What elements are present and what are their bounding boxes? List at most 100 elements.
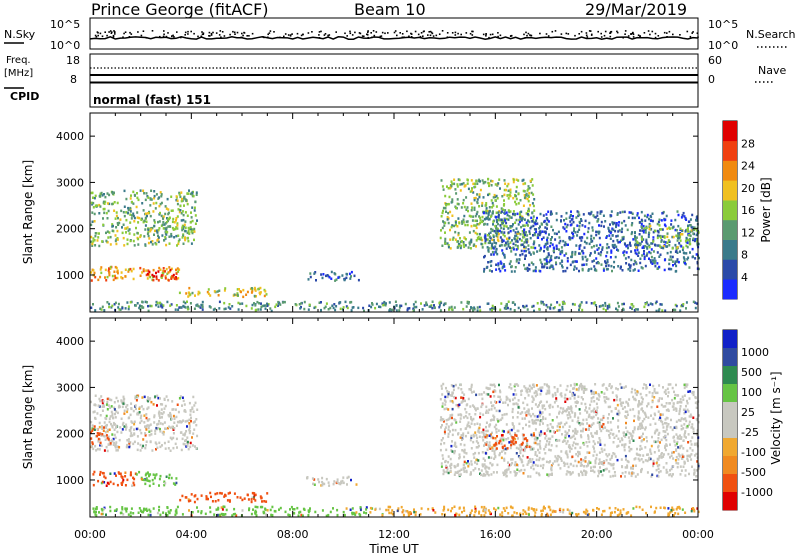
echo-cell [520, 249, 523, 253]
echo-cell [97, 236, 100, 239]
echo-cell [513, 470, 516, 473]
echo-cell [125, 197, 128, 201]
echo-cell [253, 302, 255, 305]
echo-cell [102, 507, 105, 511]
echo-cell [528, 388, 531, 392]
echo-cell [613, 436, 616, 439]
echo-cell [550, 212, 553, 216]
echo-cell [490, 512, 492, 516]
echo-cell [638, 505, 641, 509]
echo-cell [585, 388, 588, 391]
echo-cell [491, 250, 494, 254]
echo-cell [644, 264, 647, 268]
echo-cell [103, 421, 106, 424]
echo-cell [500, 302, 503, 305]
echo-cell [462, 466, 465, 470]
echo-cell [441, 402, 444, 405]
echo-cell [129, 213, 132, 216]
echo-cell [469, 511, 472, 515]
echo-cell [636, 390, 639, 393]
echo-cell [515, 473, 517, 476]
echo-cell [518, 237, 521, 241]
echo-cell [137, 394, 140, 398]
echo-cell [107, 438, 110, 441]
echo-cell [266, 492, 269, 495]
echo-cell [493, 406, 496, 410]
echo-cell [168, 473, 171, 477]
echo-cell [639, 257, 642, 260]
echo-cell [189, 302, 192, 305]
echo-cell [146, 472, 149, 475]
echo-cell [613, 510, 616, 514]
echo-cell [190, 216, 193, 219]
echo-cell [254, 512, 257, 515]
echo-cell [136, 302, 139, 305]
echo-cell [369, 511, 372, 514]
echo-cell [580, 239, 583, 242]
echo-cell [663, 258, 666, 262]
echo-cell [679, 250, 681, 253]
echo-cell [131, 214, 133, 217]
echo-cell [191, 444, 194, 447]
echo-cell [453, 306, 456, 309]
echo-cell [166, 300, 169, 304]
echo-cell [363, 511, 365, 514]
echo-cell [103, 449, 106, 452]
echo-cell [170, 415, 172, 419]
echo-cell [451, 182, 454, 186]
colorbar-swatch [723, 259, 737, 280]
echo-cell [600, 224, 603, 228]
echo-cell [538, 456, 541, 460]
echo-cell [580, 461, 583, 464]
echo-cell [533, 240, 536, 243]
echo-cell [168, 511, 171, 515]
echo-cell [485, 470, 488, 473]
echo-cell [630, 514, 633, 517]
echo-cell [453, 473, 456, 476]
echo-cell [518, 513, 521, 516]
echo-cell [596, 211, 599, 214]
echo-cell [139, 421, 142, 425]
echo-cell [577, 450, 579, 454]
echo-cell [406, 308, 409, 312]
nsearch-point [488, 36, 490, 39]
nsearch-point [686, 30, 689, 33]
echo-cell [551, 405, 554, 409]
echo-cell [194, 494, 197, 497]
echo-cell [253, 286, 256, 290]
echo-cell [473, 435, 475, 438]
echo-cell [538, 414, 541, 417]
echo-cell [128, 228, 131, 231]
echo-cell [532, 218, 535, 221]
echo-cell [517, 230, 520, 234]
echo-cell [594, 304, 597, 307]
echo-cell [581, 257, 584, 261]
echo-cell [139, 307, 142, 311]
nsearch-point [163, 30, 165, 32]
nsearch-point [554, 30, 557, 32]
echo-cell [687, 238, 690, 242]
echo-cell [183, 223, 186, 226]
echo-cell [420, 302, 422, 305]
echo-cell [629, 241, 631, 245]
nsearch-point [403, 36, 405, 38]
echo-cell [679, 309, 682, 312]
echo-cell [624, 243, 626, 246]
nsearch-point [471, 30, 473, 33]
echo-cell [117, 399, 119, 403]
echo-cell [154, 429, 157, 433]
echo-cell [473, 456, 476, 459]
nsearch-point [401, 36, 404, 39]
echo-cell [547, 252, 550, 255]
echo-cell [462, 182, 465, 185]
echo-cell [532, 246, 535, 249]
echo-cell [494, 195, 497, 199]
echo-cell [479, 238, 482, 241]
echo-cell [615, 307, 617, 310]
echo-cell [442, 472, 445, 476]
echo-cell [556, 439, 559, 442]
echo-cell [157, 237, 160, 241]
echo-cell [298, 511, 301, 514]
echo-cell [104, 268, 107, 272]
nsearch-point [366, 34, 369, 36]
